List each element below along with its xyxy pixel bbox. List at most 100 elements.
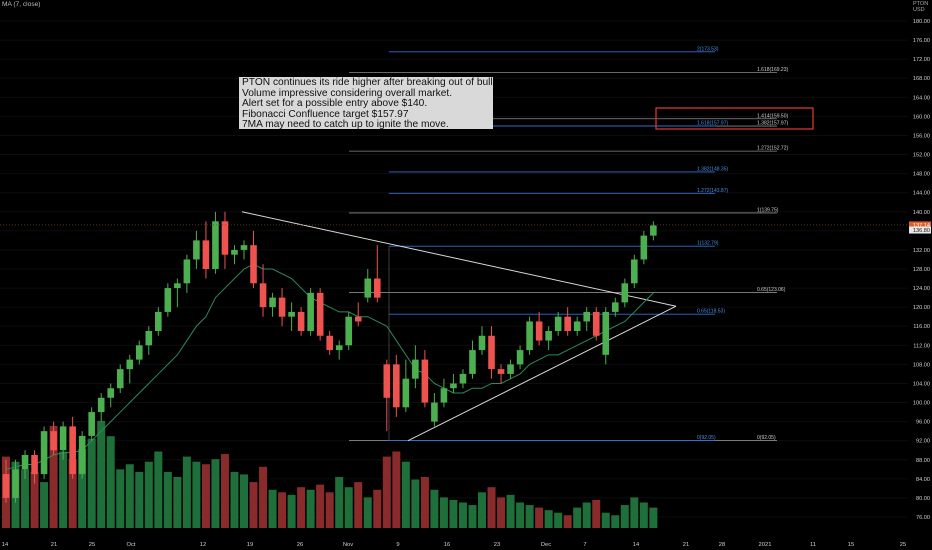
candle-body	[326, 335, 333, 351]
pennant-upper-trendline	[241, 211, 677, 307]
volume-bar	[382, 456, 391, 528]
volume-bar	[40, 482, 49, 528]
time-axis-bg	[0, 538, 932, 550]
volume-bar	[173, 477, 182, 528]
time-tick-label: 15	[848, 542, 854, 548]
time-tick-label: 23	[494, 542, 500, 548]
price-tick-label: 96.00	[916, 420, 930, 426]
price-tick-label: 176.00	[913, 38, 930, 44]
time-tick-label: 21	[51, 542, 57, 548]
volume-bar	[87, 438, 96, 528]
candle-body	[212, 221, 219, 269]
candle-body	[259, 283, 267, 308]
time-tick-label: 26	[297, 542, 303, 548]
annotation-note[interactable]: PTON continues its ride higher after bre…	[239, 77, 493, 129]
pennant-lower-trendline	[407, 305, 677, 442]
price-tick-label: 172.00	[913, 57, 930, 63]
fib-blue-label: 0.65(118.53)	[697, 309, 725, 315]
volume-bar	[468, 505, 477, 528]
candle-body	[469, 350, 476, 374]
price-tick-label: 140.00	[913, 210, 930, 216]
volume-bar	[297, 487, 306, 528]
currency-label: PTON USD	[913, 1, 928, 13]
candle-body	[269, 297, 276, 308]
price-tick-label: 152.00	[913, 153, 930, 159]
price-tick-label: 80.00	[916, 496, 930, 502]
candle-body	[583, 311, 591, 322]
candle-body	[602, 311, 610, 355]
candle-body	[650, 225, 657, 236]
candle-body	[278, 297, 286, 317]
candle-body	[611, 302, 619, 312]
volume-bar	[192, 461, 201, 528]
time-tick-label: 9	[396, 542, 399, 548]
candle-body	[345, 316, 353, 346]
fibonacci-layer: 1.618(169.23) 1.414(159.50) 1.382(157.97) 1…	[349, 46, 788, 441]
volume-bar	[497, 497, 506, 528]
price-axis-bg	[908, 0, 932, 538]
volume-bar	[230, 471, 239, 528]
volume-bar	[135, 471, 144, 528]
price-tick-label: 112.00	[913, 343, 930, 349]
candles-layer	[2, 211, 657, 503]
volume-bar	[582, 502, 591, 528]
candle-body	[97, 397, 105, 413]
volume-bar	[68, 459, 77, 528]
candle-body	[126, 359, 134, 370]
fib-blue-label: 1.272(143.87)	[697, 188, 728, 194]
volume-bar	[306, 489, 315, 528]
candle-body	[431, 402, 438, 422]
candle-body	[354, 316, 362, 322]
time-tick-label: 21	[683, 542, 689, 548]
time-tick-label: 28	[719, 542, 725, 548]
volume-bar	[649, 507, 658, 528]
volume-bar	[516, 502, 525, 528]
volume-bar	[439, 497, 448, 528]
volume-bar	[163, 471, 172, 528]
volume-bar	[363, 497, 372, 528]
price-tick-label: 180.00	[913, 19, 930, 25]
candle-body	[21, 455, 29, 470]
volume-bar	[630, 497, 639, 528]
time-tick-label: 7	[583, 542, 586, 548]
price-tick-label: 76.00	[916, 515, 930, 521]
highlight-box	[655, 107, 814, 130]
volume-bar	[154, 451, 163, 528]
candle-body	[202, 240, 210, 269]
volume-bar	[106, 436, 115, 528]
candle-body	[155, 311, 162, 331]
currency-symbol: PTON	[913, 1, 929, 7]
volume-bar	[401, 461, 410, 528]
price-tick-label: 116.00	[913, 324, 930, 330]
candle-body	[573, 321, 581, 331]
fib-blue-label: 1.382(148.35)	[697, 166, 728, 172]
candle-body	[193, 240, 200, 260]
time-tick-label: Oct	[126, 542, 135, 548]
volume-bar	[620, 505, 629, 528]
volume-bar	[268, 489, 277, 528]
volume-bar	[21, 469, 30, 528]
indicator-legend[interactable]: MA (7, close)	[2, 1, 41, 8]
candle-body	[488, 335, 495, 370]
trendline-layer	[241, 211, 677, 442]
fib-level-label: 1(139.75)	[757, 207, 779, 213]
candle-body	[564, 316, 571, 331]
candle-body	[478, 335, 486, 351]
candle-body	[107, 388, 115, 398]
price-tick-label: 108.00	[913, 362, 930, 368]
price-tick-label: 164.00	[913, 95, 930, 101]
volume-bar	[30, 471, 39, 528]
candle-body	[50, 431, 57, 451]
candle-body	[240, 245, 248, 250]
volume-bar	[430, 489, 439, 528]
candle-body	[116, 369, 124, 389]
volume-bar	[487, 487, 496, 528]
candle-body	[459, 373, 467, 384]
time-axis[interactable]: 14 21 25 Oct 12 19 26 Nov 9 16 23 Dec 7 14 21 28 2021 11 1…	[0, 538, 932, 550]
volume-bar	[78, 448, 87, 528]
candle-body	[69, 426, 76, 475]
price-tick-label: 92.00	[916, 439, 930, 445]
volume-bar	[601, 512, 610, 528]
price-axis[interactable]: 180.00 176.00 172.00 168.00 164.00 160.00 156.…	[0, 0, 932, 538]
